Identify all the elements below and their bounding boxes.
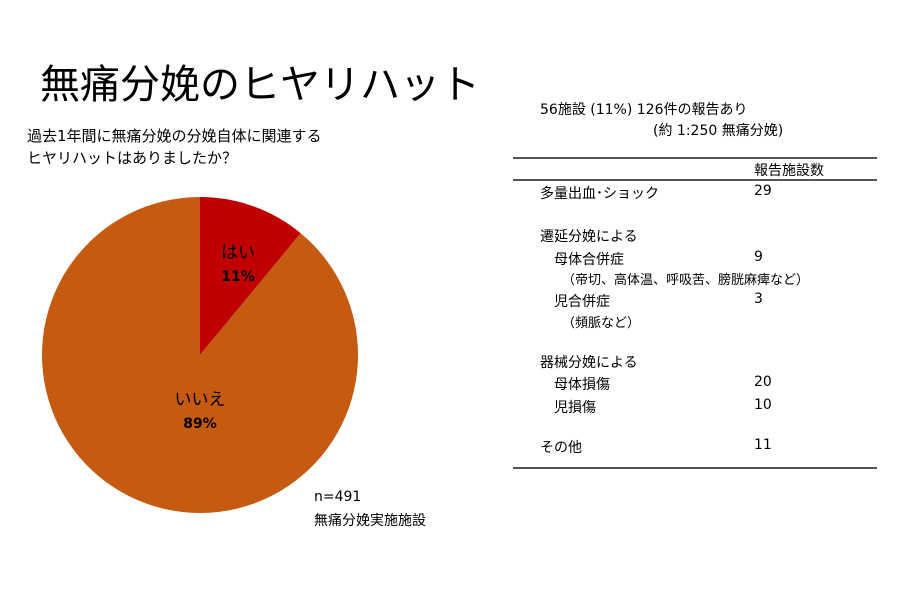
table-row: （頻脈など） <box>540 312 880 332</box>
row-value: 20 <box>754 374 772 390</box>
question-line-1: 過去1年間に無痛分娩の分娩自体に関連する <box>27 127 322 145</box>
slice-label: いいえ <box>175 390 226 410</box>
row-label: 児合併症 <box>554 294 610 310</box>
table-row: その他 11 <box>540 437 880 457</box>
table-row: 児合併症 3 <box>540 291 880 311</box>
row-label: （帝切、高体温、呼吸苦、膀胱麻痺など） <box>562 273 810 288</box>
table-header: 報告施設数 <box>540 160 880 180</box>
slide-title: 無痛分娩のヒヤリハット <box>40 62 480 108</box>
row-value: 29 <box>754 183 772 199</box>
table-row: （帝切、高体温、呼吸苦、膀胱麻痺など） <box>540 269 880 289</box>
table-row: 児損傷 10 <box>540 397 880 417</box>
row-label: 遷延分娩による <box>540 229 638 245</box>
summary-line-2: (約 1:250 無痛分娩) <box>653 123 784 139</box>
slice-percent: 11% <box>221 269 255 285</box>
table-row: 多量出血･ショック 29 <box>540 183 880 203</box>
row-label: 児損傷 <box>554 400 596 416</box>
sample-description: 無痛分娩実施施設 <box>314 513 426 529</box>
row-label: 母体合併症 <box>554 252 624 268</box>
row-value: 9 <box>754 249 763 265</box>
row-value: 10 <box>754 397 772 413</box>
summary-line-1: 56施設 (11%) 126件の報告あり <box>540 102 748 118</box>
pie-slice-yes <box>200 197 301 355</box>
row-value: 3 <box>754 291 763 307</box>
table-row: 母体損傷 20 <box>540 374 880 394</box>
pie-slice-no <box>41 197 358 513</box>
table-row: 母体合併症 9 <box>540 249 880 269</box>
table-header-rule <box>513 179 877 181</box>
row-label: 器械分娩による <box>540 355 638 371</box>
row-value: 11 <box>754 437 772 453</box>
row-label: 多量出血･ショック <box>540 186 659 202</box>
question-line-2: ヒヤリハットはありましたか？ <box>27 149 238 167</box>
row-label: 母体損傷 <box>554 377 610 393</box>
slice-label: はい <box>221 243 255 263</box>
header-count: 報告施設数 <box>754 163 824 179</box>
table-top-rule <box>513 157 877 159</box>
sample-size: n=491 <box>314 489 362 505</box>
slice-percent: 89% <box>183 416 217 432</box>
row-label: その他 <box>540 440 582 456</box>
table-bottom-rule <box>513 467 877 469</box>
table-row: 遷延分娩による <box>540 226 880 246</box>
row-label: （頻脈など） <box>562 316 641 331</box>
table-row: 器械分娩による <box>540 352 880 372</box>
